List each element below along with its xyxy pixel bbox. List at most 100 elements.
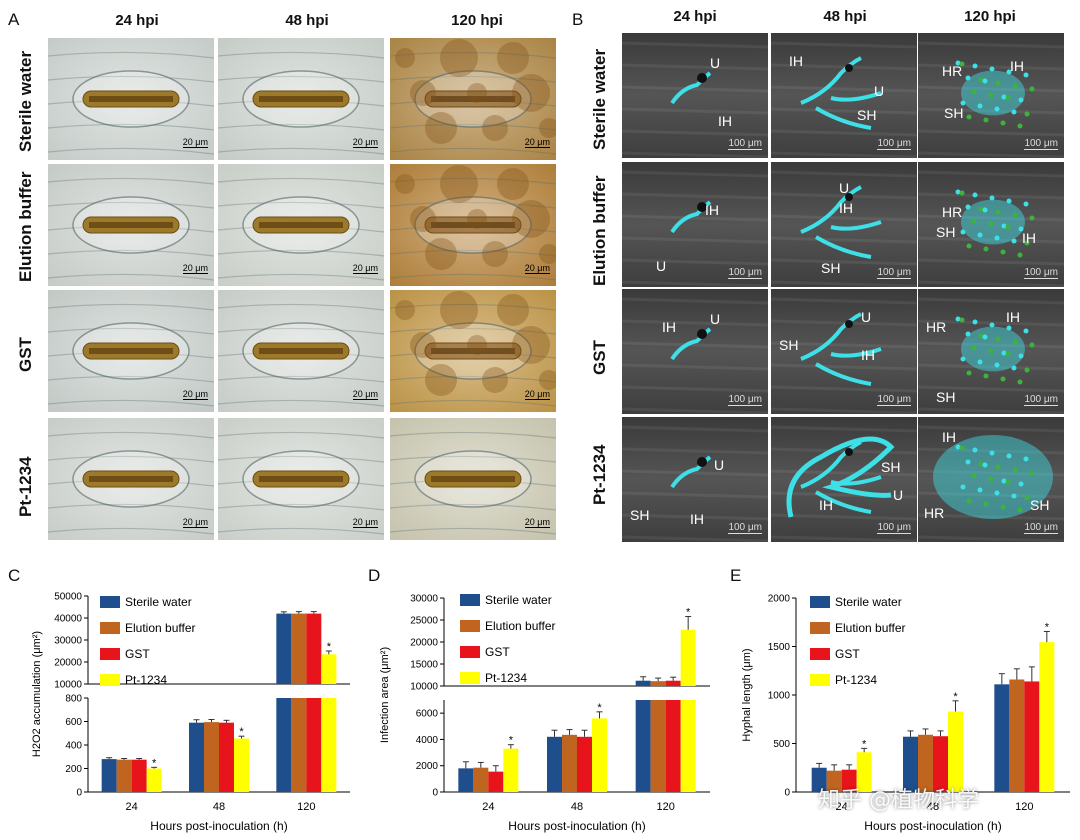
- y-tick-label: 50000: [54, 592, 82, 603]
- bar: [577, 736, 592, 792]
- legend-label: Pt-1234: [125, 673, 167, 687]
- scale-bar-label: 20 μm: [182, 517, 208, 528]
- fluorescence-1-1: U IH SH 100 μm: [771, 162, 917, 287]
- hyphae-drawing: [622, 170, 768, 287]
- scale-bar-label: 100 μm: [877, 522, 911, 534]
- hyphae-label: SH: [630, 507, 650, 523]
- hyphae-label: HR: [926, 319, 947, 335]
- y-tick-label: 800: [65, 694, 82, 705]
- scale-bar-label: 100 μm: [728, 267, 762, 279]
- legend-swatch: [810, 648, 830, 660]
- y-tick-label: 6000: [416, 709, 439, 720]
- bar-lower-part: [291, 698, 307, 792]
- legend-swatch: [100, 674, 120, 686]
- hyphae-label: SH: [1030, 497, 1050, 513]
- stomata-drawing: [218, 177, 384, 281]
- y-tick-label: 0: [784, 788, 790, 799]
- y-axis-label: Hyphal length (μm): [741, 648, 753, 741]
- hyphae-label: U: [861, 309, 872, 325]
- x-tick-label: 48: [213, 801, 225, 813]
- y-tick-label: 400: [65, 741, 82, 752]
- bar: [826, 770, 842, 792]
- hyphae-label: SH: [779, 337, 799, 353]
- panel-b-col-120: 120 hpi: [964, 8, 1016, 25]
- panel-b-row-sterile-water: Sterile water: [590, 48, 609, 150]
- hyphae-label: HR: [942, 204, 963, 220]
- significance-mark: *: [509, 735, 514, 747]
- hyphae-drawing: [918, 41, 1064, 158]
- bar-lower-part: [321, 698, 337, 792]
- legend-label: Pt-1234: [485, 671, 527, 685]
- micrograph-0-2: 20 μm: [390, 38, 556, 160]
- significance-mark: *: [597, 702, 602, 714]
- micrograph-1-1: 20 μm: [218, 164, 384, 286]
- legend-label: GST: [835, 647, 860, 661]
- bar-lower-part: [306, 698, 322, 792]
- panel-e-label: E: [730, 566, 742, 585]
- y-tick-label: 200: [65, 764, 82, 775]
- hyphae-label: IH: [1006, 309, 1020, 325]
- stomata-drawing: [48, 51, 214, 155]
- legend-swatch: [460, 672, 480, 684]
- x-tick-label: 24: [836, 801, 848, 813]
- fluorescence-0-2: HR IH SH 100 μm: [918, 33, 1064, 158]
- scale-bar-label: 100 μm: [728, 394, 762, 406]
- fluorescence-3-1: SH IH U 100 μm: [771, 417, 917, 542]
- significance-mark: *: [1045, 621, 1050, 633]
- bar-lower-part: [650, 700, 666, 792]
- x-tick-label: 120: [297, 801, 315, 813]
- hyphae-label: U: [710, 55, 721, 71]
- scale-bar-label: 20 μm: [524, 263, 550, 274]
- fluorescence-2-2: HR IH SH 100 μm: [918, 289, 1064, 414]
- bar: [665, 680, 681, 686]
- panel-a-col-48: 48 hpi: [285, 12, 329, 29]
- micrograph-3-0: 20 μm: [48, 418, 214, 540]
- micrograph-2-0: 20 μm: [48, 290, 214, 412]
- bar: [488, 771, 504, 792]
- fluorescence-1-2: HR SH IH 100 μm: [918, 162, 1064, 287]
- bar: [234, 738, 249, 792]
- scale-bar-label: 100 μm: [877, 138, 911, 150]
- y-tick-label: 0: [76, 788, 82, 799]
- bar: [458, 768, 474, 792]
- hyphae-label: HR: [942, 63, 963, 79]
- x-tick-label: 120: [656, 801, 674, 813]
- y-tick-label: 30000: [54, 636, 82, 647]
- y-tick-label: 500: [773, 739, 790, 750]
- hyphae-drawing: [622, 425, 768, 542]
- significance-mark: *: [152, 757, 157, 769]
- hyphae-label: U: [839, 180, 850, 196]
- x-tick-label: 48: [571, 801, 583, 813]
- chart-c: 0 200 400 600 800 10000 20000 30000 40000 50000 * 2…: [31, 592, 350, 833]
- fluorescence-2-0: IH U 100 μm: [622, 289, 768, 414]
- bar: [1039, 642, 1055, 792]
- scale-bar-label: 20 μm: [352, 517, 378, 528]
- x-tick-label: 48: [927, 801, 939, 813]
- micrograph-3-2: 20 μm: [390, 418, 556, 540]
- y-axis-label: H2O2 accumulation (μm²): [31, 631, 43, 757]
- stomata-drawing: [48, 177, 214, 281]
- stomata-drawing: [48, 431, 214, 535]
- hyphae-label: IH: [789, 53, 803, 69]
- y-tick-label: 25000: [410, 616, 438, 627]
- hyphae-label: SH: [936, 224, 956, 240]
- chart-d: 0 2000 4000 6000 10000 15000 20000 25000 30000 * 2…: [379, 593, 710, 833]
- bar-lower-part: [665, 700, 681, 792]
- bar: [1009, 679, 1025, 792]
- panel-a-row-pt1234: Pt-1234: [16, 456, 35, 517]
- bar: [948, 711, 963, 792]
- bar: [101, 759, 117, 792]
- bar: [321, 654, 337, 684]
- hyphae-label: U: [714, 457, 725, 473]
- stomata-drawing: [390, 39, 556, 155]
- panel-a-col-120: 120 hpi: [451, 12, 503, 29]
- micrograph-1-0: 20 μm: [48, 164, 214, 286]
- legend-swatch: [460, 594, 480, 606]
- chart-e: 0 500 1000 1500 2000 * 24 * 48 * 120 Hours post-ino…: [741, 594, 1070, 833]
- legend-label: Sterile water: [835, 595, 902, 609]
- legend-swatch: [810, 674, 830, 686]
- scale-bar-label: 20 μm: [352, 389, 378, 400]
- bar: [116, 759, 132, 792]
- bar: [131, 759, 147, 792]
- panel-c-label: C: [8, 566, 21, 585]
